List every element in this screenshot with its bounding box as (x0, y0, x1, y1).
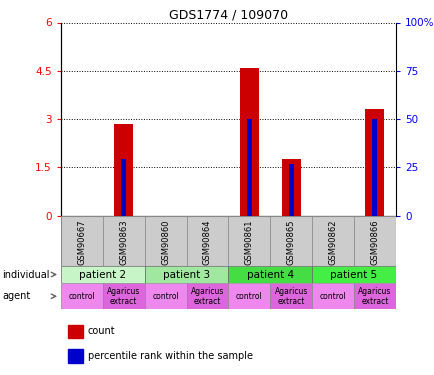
Text: GSM90861: GSM90861 (244, 220, 253, 265)
Text: patient 3: patient 3 (163, 270, 210, 280)
Bar (228, 283, 270, 309)
Text: GSM90860: GSM90860 (161, 220, 170, 265)
Text: individual: individual (2, 270, 49, 279)
Bar (61, 216, 102, 266)
Bar (186, 283, 228, 309)
Bar (228, 216, 270, 266)
Text: count: count (88, 326, 115, 336)
Bar (144, 216, 186, 266)
Text: patient 4: patient 4 (246, 270, 293, 280)
Text: agent: agent (2, 291, 30, 301)
Text: control: control (235, 292, 262, 301)
Bar (144, 283, 186, 309)
Bar (186, 216, 228, 266)
Bar (102, 283, 144, 309)
Bar (353, 283, 395, 309)
Bar (61, 283, 102, 309)
Bar (121, 159, 126, 216)
Bar (114, 124, 133, 216)
Text: control: control (68, 292, 95, 301)
Text: Agaricus
extract: Agaricus extract (274, 286, 307, 306)
Text: GSM90866: GSM90866 (370, 220, 378, 265)
Bar (365, 110, 384, 216)
Bar (67, 325, 82, 338)
Bar (353, 216, 395, 266)
Bar (312, 283, 353, 309)
Text: patient 2: patient 2 (79, 270, 126, 280)
Bar (281, 159, 300, 216)
Bar (312, 216, 353, 266)
Text: Agaricus
extract: Agaricus extract (107, 286, 140, 306)
Bar (270, 283, 312, 309)
Bar (228, 266, 312, 283)
Text: GSM90667: GSM90667 (77, 220, 86, 265)
Text: control: control (152, 292, 178, 301)
Bar (288, 164, 293, 216)
Bar (102, 216, 144, 266)
Bar (246, 119, 251, 216)
Text: Agaricus
extract: Agaricus extract (191, 286, 224, 306)
Bar (372, 119, 377, 216)
Title: GDS1774 / 109070: GDS1774 / 109070 (168, 8, 287, 21)
Bar (270, 216, 312, 266)
Text: GSM90865: GSM90865 (286, 220, 295, 265)
Bar (312, 266, 395, 283)
Text: GSM90864: GSM90864 (203, 220, 211, 265)
Text: GSM90863: GSM90863 (119, 220, 128, 265)
Text: patient 5: patient 5 (330, 270, 377, 280)
Bar (144, 266, 228, 283)
Text: Agaricus
extract: Agaricus extract (358, 286, 391, 306)
Text: control: control (319, 292, 345, 301)
Text: percentile rank within the sample: percentile rank within the sample (88, 351, 252, 361)
Bar (239, 68, 258, 216)
Text: GSM90862: GSM90862 (328, 220, 337, 265)
Bar (61, 266, 144, 283)
Bar (67, 349, 82, 363)
